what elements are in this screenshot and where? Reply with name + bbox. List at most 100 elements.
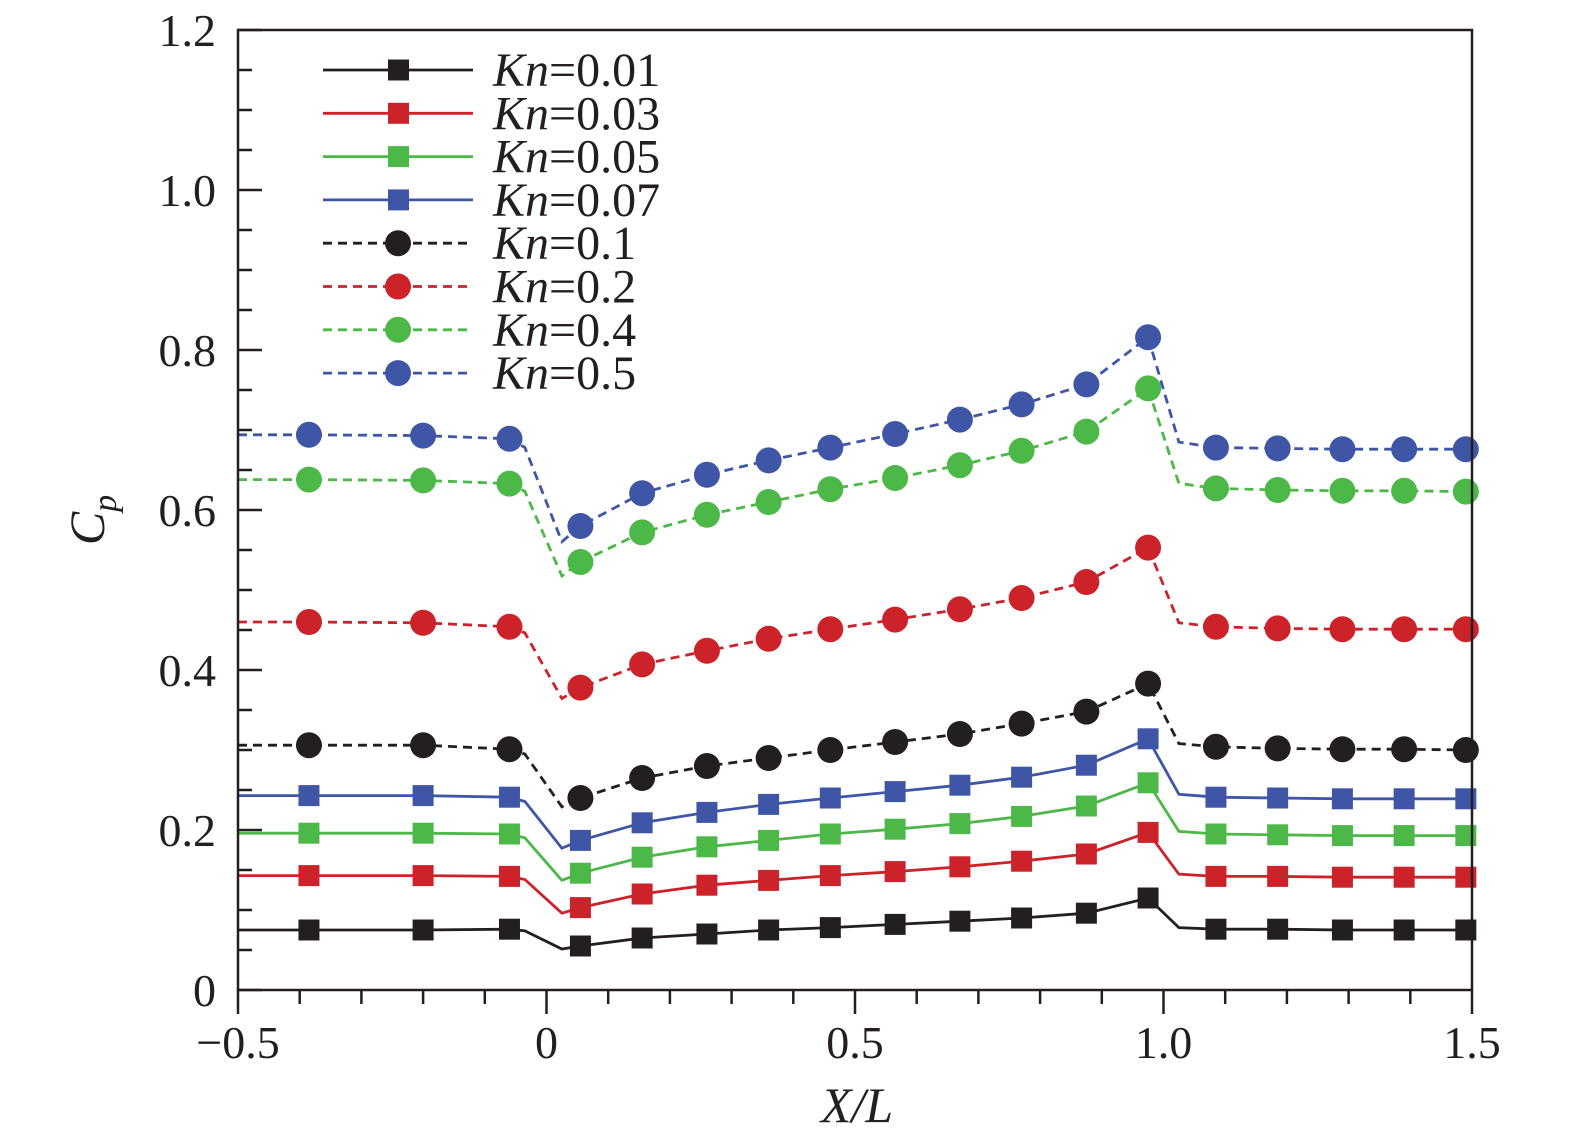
data-point [569, 897, 591, 919]
data-point [298, 865, 320, 887]
data-point [755, 625, 782, 652]
series-layer [238, 324, 1479, 957]
data-point [949, 774, 971, 796]
data-point [569, 829, 591, 851]
x-tick-label: 1.5 [1443, 1017, 1501, 1068]
x-tick-label: 0.5 [826, 1017, 884, 1068]
data-point [1331, 788, 1353, 810]
ticks-layer: −0.5 0 0.5 1.0 1.500.20.40.60.81.01.2 [159, 5, 1501, 1068]
data-point [1393, 866, 1415, 888]
y-tick-label: 0.6 [159, 485, 217, 536]
data-point [412, 919, 434, 941]
data-point [1391, 736, 1418, 763]
data-point [1267, 918, 1289, 940]
data-point [1137, 821, 1159, 843]
data-point [884, 913, 906, 935]
data-point [410, 732, 437, 759]
axes-layer [236, 28, 1474, 992]
series-Kn-0.1 [238, 670, 1479, 811]
legend-marker [388, 146, 409, 168]
data-point [1205, 865, 1227, 887]
legend: Kn=0.01Kn=0.03Kn=0.05Kn=0.07Kn=0.1Kn=0.2… [323, 44, 660, 400]
legend-marker [385, 230, 411, 257]
legend-item: Kn=0.1 [323, 217, 636, 270]
data-point [295, 421, 322, 448]
legend-marker [385, 316, 411, 343]
legend-label: Kn=0.4 [492, 304, 636, 357]
data-point [1075, 843, 1097, 865]
legend-label: Kn=0.07 [492, 174, 660, 227]
data-point [1202, 613, 1229, 640]
data-point [1075, 795, 1097, 817]
data-point [884, 781, 906, 803]
data-point [1452, 737, 1479, 763]
data-point [1264, 435, 1291, 462]
data-point [295, 609, 322, 635]
data-point [758, 829, 780, 851]
data-point [1329, 477, 1356, 504]
data-point [882, 606, 909, 633]
data-point [1008, 391, 1035, 418]
data-point [1008, 585, 1035, 611]
data-point [567, 674, 594, 701]
data-point [755, 489, 782, 515]
data-point [884, 861, 906, 883]
data-point [819, 823, 841, 845]
legend-item: Kn=0.03 [323, 87, 660, 140]
data-point [298, 919, 320, 941]
y-tick-label: 0.2 [159, 805, 217, 856]
y-axis-title: Cp [59, 495, 124, 545]
data-point [1331, 919, 1353, 941]
legend-item: Kn=0.2 [323, 261, 636, 314]
data-point [1267, 865, 1289, 887]
legend-item: Kn=0.05 [323, 131, 660, 184]
data-point [1393, 825, 1415, 847]
data-point [567, 549, 594, 575]
data-point [1331, 825, 1353, 847]
legend-label: Kn=0.05 [492, 131, 660, 184]
data-point [1264, 735, 1291, 762]
y-tick-label: 0.4 [159, 645, 217, 696]
data-point [1073, 371, 1100, 398]
data-point [884, 818, 906, 840]
data-point [1202, 733, 1229, 760]
x-axis-title: X/L [819, 1077, 893, 1133]
legend-item: Kn=0.5 [323, 347, 636, 400]
data-point [629, 519, 656, 546]
data-point [631, 846, 653, 868]
data-point [882, 729, 909, 755]
y-tick-label: 0.8 [159, 325, 217, 376]
data-point [1391, 436, 1418, 463]
data-point [755, 447, 782, 474]
legend-label: Kn=0.5 [492, 347, 636, 400]
data-point [949, 910, 971, 932]
data-point [631, 883, 653, 905]
plot-frame [236, 28, 1474, 992]
y-axis-title-subscript: p [87, 495, 124, 514]
data-point [1329, 616, 1356, 643]
data-point [817, 737, 844, 763]
data-point [946, 721, 973, 747]
data-point [1011, 766, 1033, 788]
data-point [412, 865, 434, 887]
data-point [569, 935, 591, 957]
data-point [1073, 569, 1100, 595]
data-point [1393, 788, 1415, 810]
data-point [946, 596, 973, 623]
data-point [631, 927, 653, 949]
data-point [1329, 736, 1356, 763]
data-point [567, 785, 594, 811]
series-Kn-0.01 [238, 887, 1477, 957]
data-point [819, 787, 841, 809]
data-point [758, 919, 780, 941]
data-point [1073, 698, 1100, 725]
data-point [949, 856, 971, 878]
data-point [882, 421, 909, 447]
data-point [1011, 907, 1033, 929]
legend-marker [385, 273, 411, 300]
data-point [949, 813, 971, 835]
series-Kn-0.05 [238, 772, 1477, 884]
data-point [1452, 616, 1479, 643]
data-point [1202, 434, 1229, 461]
